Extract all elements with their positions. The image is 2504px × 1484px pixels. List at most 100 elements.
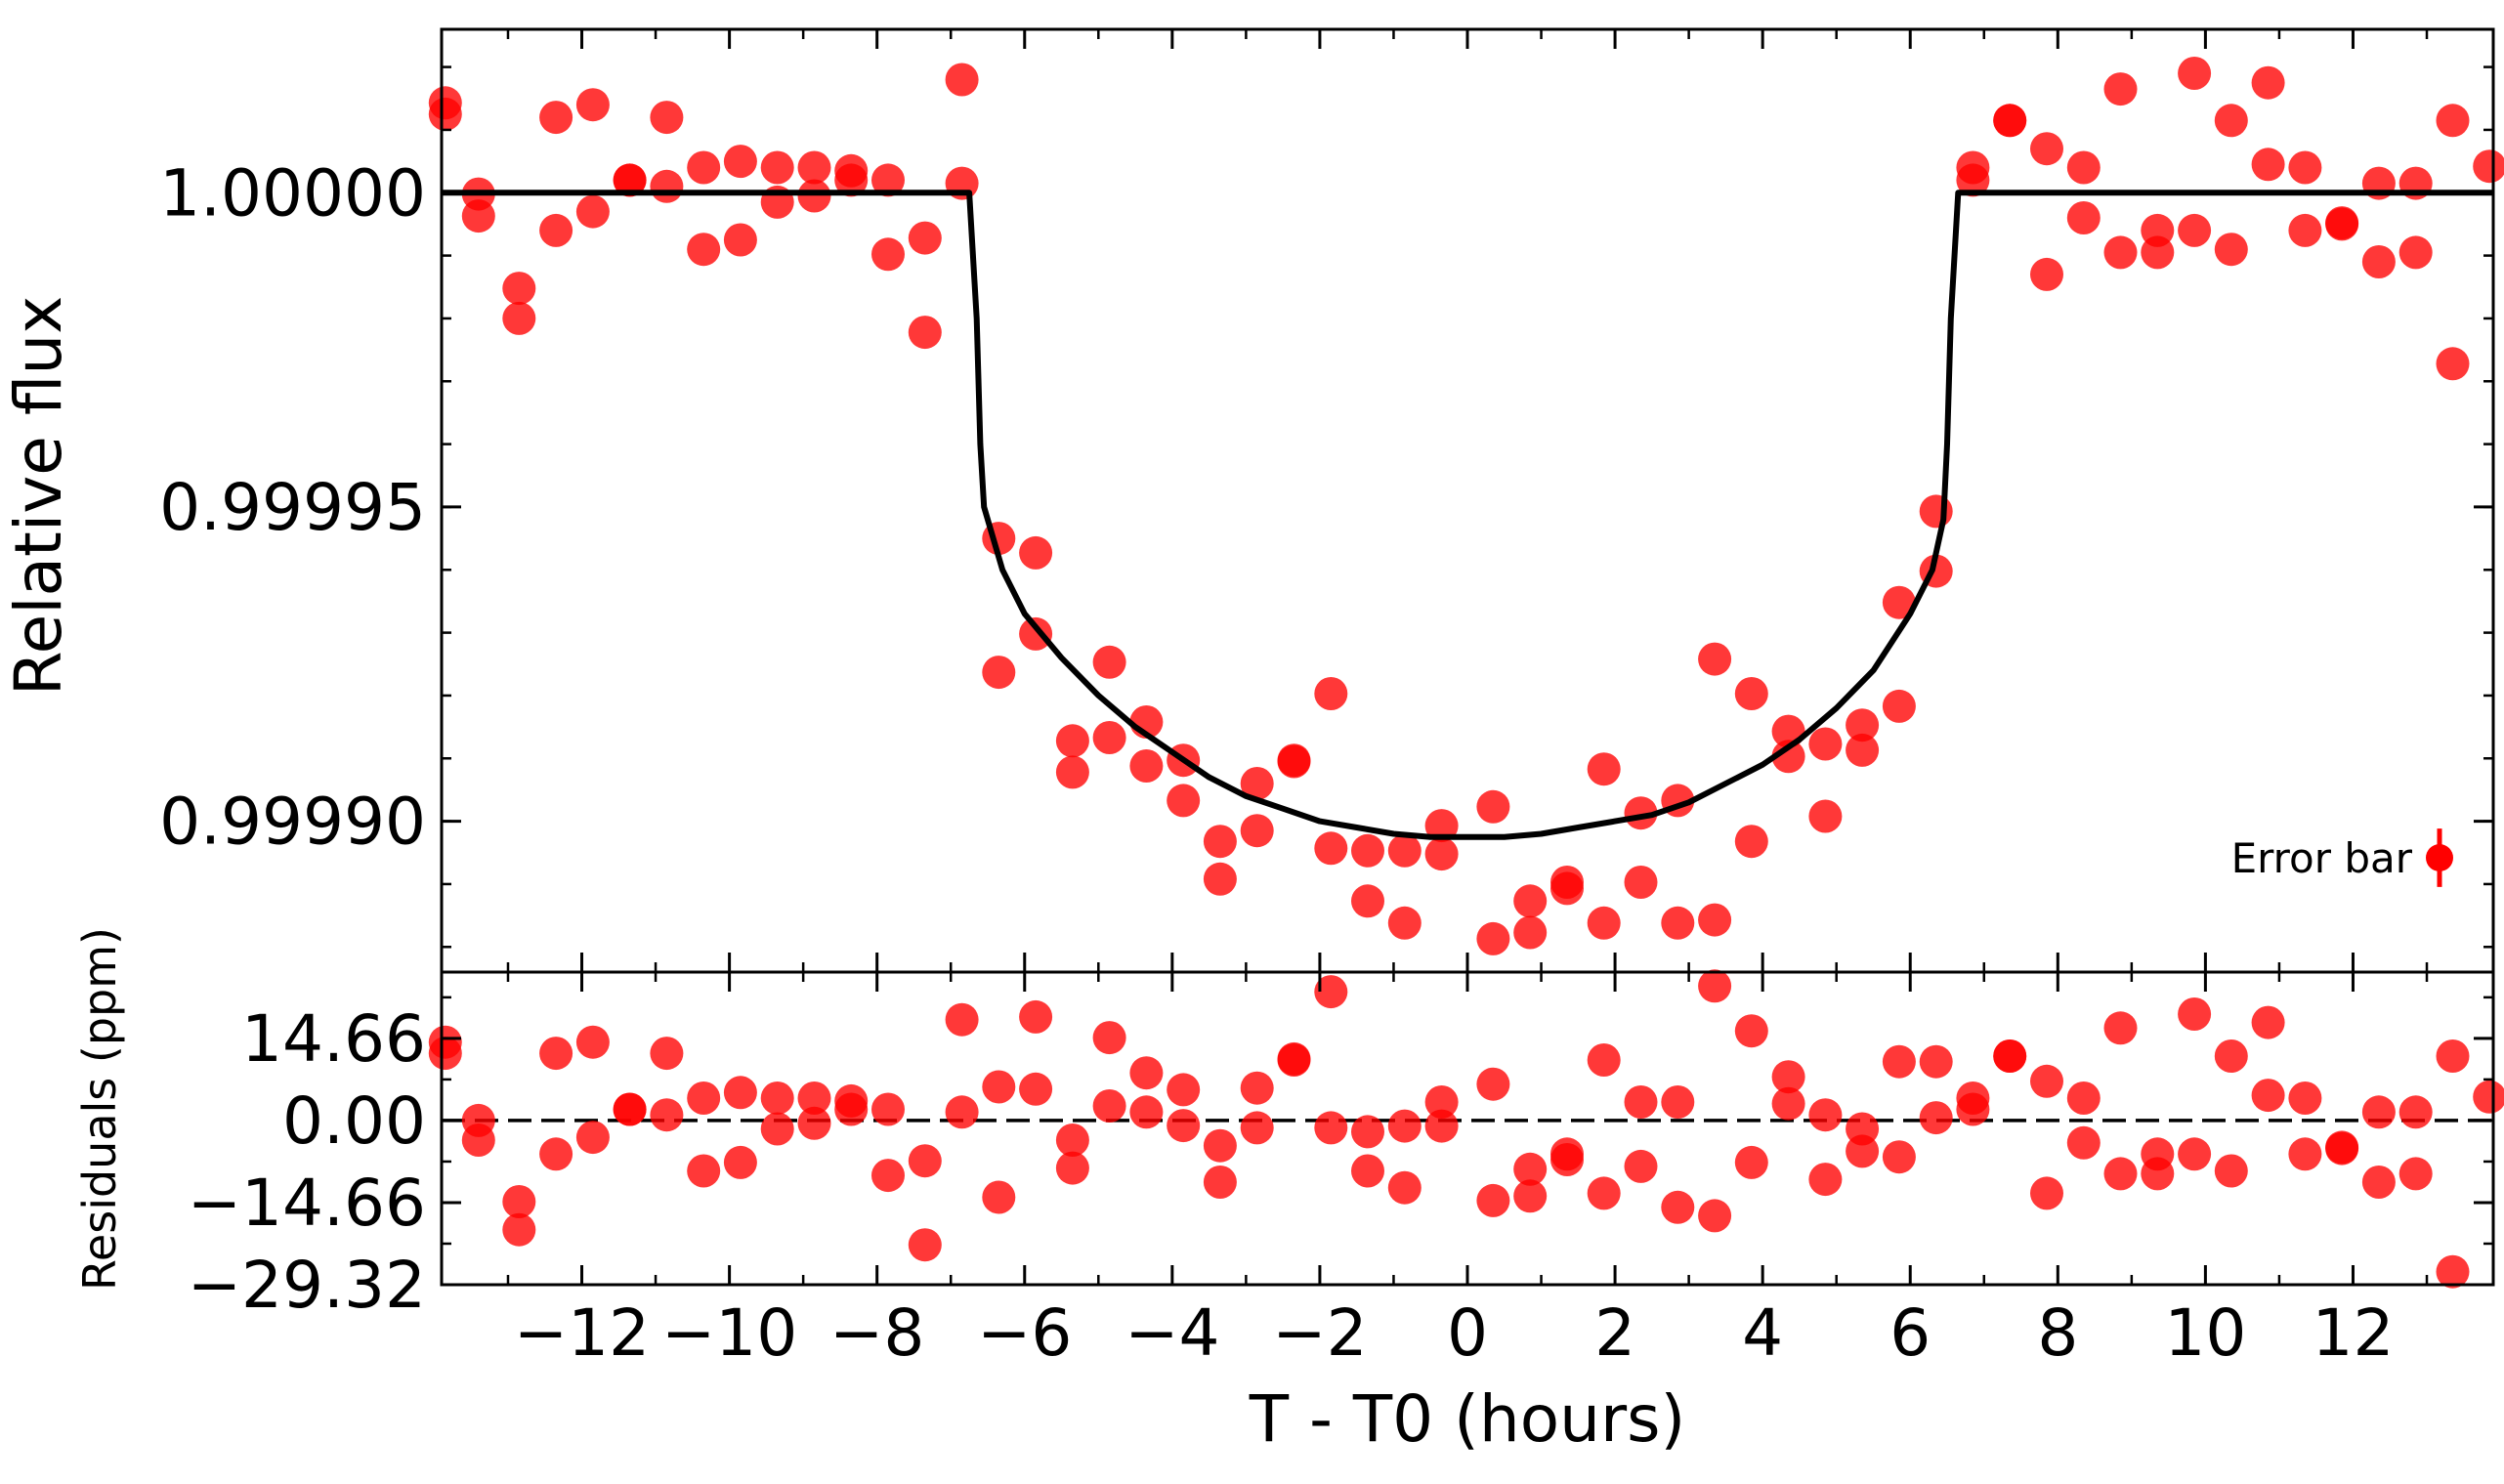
residual-point	[575, 1025, 610, 1059]
residual-point	[871, 1159, 905, 1193]
flux-point	[982, 656, 1016, 690]
y-axis-label: Relative flux	[1, 296, 76, 697]
y-tick-label: −29.32	[188, 1248, 426, 1323]
residual-point	[1167, 1109, 1201, 1143]
flux-point	[1092, 645, 1126, 679]
legend-label: Error bar	[2231, 834, 2413, 882]
residual-point	[1550, 1143, 1584, 1176]
residual-point	[539, 1137, 573, 1171]
residual-point	[1055, 1151, 1089, 1185]
residual-point	[1882, 1140, 1916, 1174]
flux-point	[1734, 677, 1768, 710]
flux-point	[502, 301, 536, 335]
residual-point	[2030, 1064, 2063, 1098]
residuals-panel-frame	[440, 970, 2495, 1287]
flux-point	[1550, 871, 1584, 906]
residual-point	[1698, 1199, 1732, 1233]
residual-point	[1129, 1095, 1164, 1129]
flux-point	[1808, 799, 1843, 833]
residual-point	[1203, 1128, 1237, 1163]
residual-point	[2066, 1125, 2101, 1160]
flux-point	[2178, 57, 2212, 90]
residual-point	[2361, 1166, 2396, 1199]
residual-point	[908, 1228, 942, 1262]
flux-point	[1203, 862, 1237, 896]
residual-point	[1129, 1056, 1164, 1090]
y-tick-label: 14.66	[241, 1001, 426, 1077]
residual-point	[1424, 1109, 1459, 1143]
flux-point	[2288, 150, 2322, 185]
flux-point	[871, 163, 905, 197]
residual-point	[1882, 1044, 1916, 1079]
y-tick-label: −14.66	[188, 1166, 426, 1241]
x-tick-label: −6	[977, 1295, 1072, 1371]
residual-point	[1734, 1145, 1768, 1179]
residual-data-points	[428, 969, 2504, 1289]
flux-point	[2030, 257, 2063, 291]
residual-point	[1476, 1183, 1510, 1217]
residual-point	[1513, 1152, 1548, 1186]
flux-point	[1919, 494, 1953, 529]
residual-point	[502, 1212, 536, 1247]
x-axis-label: T - T0 (hours)	[1249, 1381, 1685, 1457]
residual-point	[1387, 1109, 1422, 1143]
residual-point	[2030, 1176, 2063, 1210]
residual-point	[2398, 1157, 2433, 1191]
residual-point	[1587, 1176, 1621, 1210]
flux-point	[834, 163, 869, 197]
residual-point	[1055, 1124, 1089, 1157]
residual-point	[2436, 1039, 2470, 1073]
flux-point	[2436, 347, 2470, 381]
flux-point	[1698, 642, 1732, 676]
flux-point	[1993, 104, 2027, 138]
residual-point	[908, 1144, 942, 1178]
flux-point	[1277, 743, 1311, 778]
flux-point	[1513, 884, 1548, 918]
x-tick-label: 6	[1889, 1295, 1931, 1371]
legend-marker	[2426, 844, 2453, 871]
flux-point	[1424, 837, 1459, 871]
residual-point	[1387, 1170, 1422, 1205]
x-tick-label: −4	[1125, 1295, 1219, 1371]
flux-point	[1424, 809, 1459, 843]
flux-point	[2398, 235, 2433, 270]
residuals-axis-label: Residuals (ppm)	[73, 927, 126, 1291]
flux-point	[687, 233, 721, 267]
residual-point	[1314, 1111, 1348, 1145]
flux-point	[945, 63, 979, 97]
flux-point	[1092, 721, 1126, 754]
flux-point	[723, 145, 757, 179]
residual-point	[1993, 1039, 2027, 1073]
residual-point	[2178, 997, 2212, 1031]
flux-point	[1846, 708, 1880, 742]
residual-point	[1019, 999, 1053, 1034]
y-tick-label: 0.99995	[159, 470, 426, 545]
flux-point	[1019, 616, 1053, 651]
flux-point	[575, 194, 610, 229]
flux-point	[2361, 245, 2396, 278]
flux-point	[650, 169, 684, 203]
residual-point	[2141, 1157, 2175, 1191]
flux-point	[502, 272, 536, 306]
flux-point	[797, 179, 831, 213]
residual-point	[1513, 1179, 1548, 1213]
flux-point	[760, 150, 794, 185]
y-tick-label: 0.99990	[159, 784, 426, 860]
residual-point	[1167, 1073, 1201, 1107]
residual-point	[760, 1081, 794, 1115]
y-tick-label: 0.00	[282, 1083, 426, 1159]
residual-point	[1808, 1098, 1843, 1132]
flux-point	[1513, 915, 1548, 950]
residual-point	[945, 1002, 979, 1037]
flux-point	[1587, 752, 1621, 786]
residual-point	[982, 1070, 1016, 1104]
residual-point	[982, 1180, 1016, 1214]
flux-point	[539, 101, 573, 135]
flux-point	[723, 223, 757, 257]
flux-point	[613, 163, 647, 197]
residual-point	[1240, 1111, 1274, 1145]
residual-point	[2473, 1080, 2504, 1114]
residual-point	[2103, 1011, 2138, 1045]
